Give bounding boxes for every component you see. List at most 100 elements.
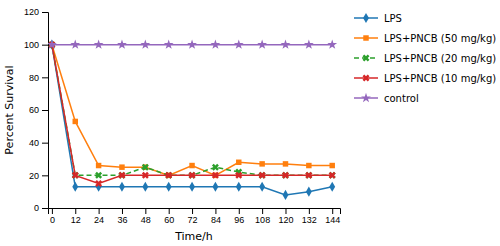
series-point [93, 170, 103, 180]
series-point [210, 170, 220, 180]
x-tick-mark [192, 208, 193, 214]
y-tick: 60 [29, 105, 48, 115]
x-axis: 01224364860728496108120132144 [49, 208, 341, 225]
x-tick-mark [262, 208, 263, 214]
x-tick-label: 72 [188, 215, 198, 225]
series-point [329, 182, 335, 192]
series-point [140, 162, 150, 172]
x-tick-label: 108 [255, 215, 270, 225]
y-tick-mark [42, 143, 48, 144]
series-point [234, 39, 244, 48]
x-tick-mark [169, 208, 170, 214]
legend-item: control [354, 93, 419, 104]
series-line [52, 45, 332, 195]
series-point [283, 161, 288, 166]
legend-item: LPS+PNCB (20 mg/kg) [354, 53, 496, 64]
y-tick-label: 60 [29, 105, 39, 115]
x-axis-line [49, 209, 341, 215]
series-point [304, 170, 314, 180]
series-line [52, 45, 332, 184]
legend-swatch-marker [361, 53, 371, 63]
y-tick-mark [42, 12, 48, 13]
series-point [187, 39, 197, 48]
series-point [259, 161, 264, 166]
x-tick-label: 96 [234, 215, 244, 225]
series-point [306, 187, 312, 197]
legend: LPS LPS+PNCB (50 mg/kg) LPS+PNCB (20 mg/kg… [354, 13, 496, 104]
legend-label: control [384, 93, 419, 104]
series-point [187, 170, 197, 180]
series-point [259, 182, 265, 192]
x-tick-label: 36 [117, 215, 127, 225]
y-axis-title: Percent Survival [3, 65, 16, 154]
series-point [236, 182, 242, 192]
legend-label: LPS [384, 13, 402, 24]
x-tick-mark [215, 208, 216, 214]
series-point [210, 39, 220, 48]
y-tick-label: 40 [29, 138, 39, 148]
series-point [73, 119, 78, 124]
x-tick-label: 12 [71, 215, 81, 225]
x-tick-mark [52, 208, 53, 214]
x-tick-label: 132 [302, 215, 317, 225]
x-tick-mark [122, 208, 123, 214]
y-tick-mark [42, 77, 48, 78]
x-tick: 120 [278, 208, 293, 225]
y-tick: 120 [24, 7, 48, 17]
x-axis-title: Time/h [174, 230, 213, 243]
series-line [52, 45, 332, 176]
series-point [257, 170, 267, 180]
series-point [280, 170, 290, 180]
y-tick-label: 20 [29, 171, 39, 181]
series-point [212, 182, 218, 192]
series-point [281, 39, 291, 48]
y-tick-label: 0 [34, 203, 39, 213]
legend-label: LPS+PNCB (20 mg/kg) [384, 53, 496, 64]
series-point [70, 39, 80, 48]
x-tick-label: 120 [278, 215, 293, 225]
x-tick: 36 [117, 208, 127, 225]
series-point [72, 182, 78, 192]
x-tick-mark [239, 208, 240, 214]
x-tick: 0 [50, 208, 55, 225]
legend-swatch-marker [363, 13, 369, 23]
series-point [257, 39, 267, 48]
series-point [140, 170, 150, 180]
series-point [48, 39, 57, 48]
series-point [94, 39, 104, 48]
series-point [117, 170, 127, 180]
x-tick-mark [285, 208, 286, 214]
series-point [210, 162, 220, 172]
series-point [189, 182, 195, 192]
y-tick-label: 100 [24, 40, 39, 50]
x-tick: 12 [71, 208, 81, 225]
x-tick-label: 144 [325, 215, 340, 225]
y-tick-mark [42, 110, 48, 111]
x-tick: 84 [211, 208, 221, 225]
series-point [283, 190, 289, 200]
series-point [327, 170, 337, 180]
series-point [234, 170, 244, 180]
x-tick: 48 [141, 208, 151, 225]
x-tick-mark [332, 208, 333, 214]
x-tick: 96 [234, 208, 244, 225]
x-tick-mark [75, 208, 76, 214]
x-tick: 132 [302, 208, 317, 225]
x-tick: 144 [325, 208, 340, 225]
y-tick: 0 [34, 203, 48, 213]
x-tick-mark [145, 208, 146, 214]
x-tick-mark [99, 208, 100, 214]
legend-item: LPS+PNCB (50 mg/kg) [354, 33, 496, 44]
marks [48, 39, 337, 200]
series-point [329, 163, 334, 168]
series-point [142, 182, 148, 192]
x-tick: 72 [188, 208, 198, 225]
series-point [119, 182, 125, 192]
legend-label: LPS+PNCB (50 mg/kg) [384, 33, 496, 44]
y-axis-line [42, 13, 49, 209]
y-tick-label: 120 [24, 7, 39, 17]
y-tick-label: 80 [29, 73, 39, 83]
series-point [236, 160, 241, 165]
legend-swatch-marker [363, 35, 368, 40]
legend-swatch-marker [361, 73, 371, 83]
